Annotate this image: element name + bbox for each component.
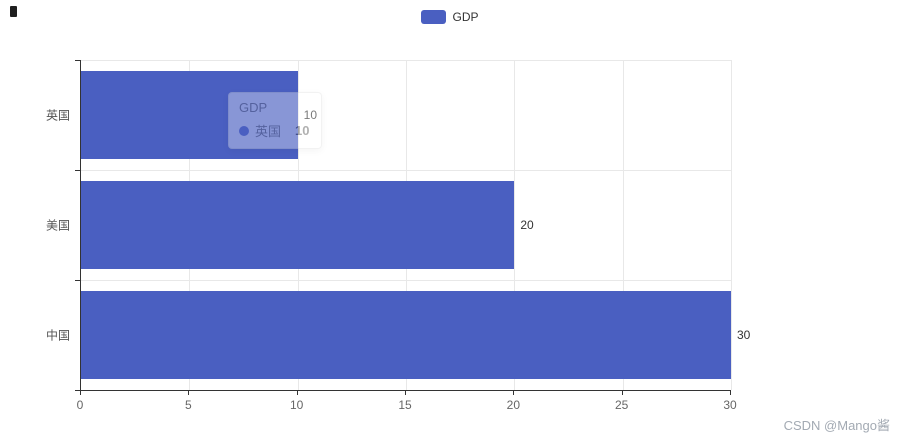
x-axis-label-25: 25 [614,398,629,412]
x-axis-tick-5 [188,390,190,395]
x-axis-label-0: 0 [76,398,84,412]
corner-artifact-glyph [10,6,17,17]
x-axis-tick-30 [730,390,731,395]
bar-value-label-中国: 30 [737,328,751,342]
watermark: CSDN @Mango酱 [783,418,890,433]
legend-label-gdp[interactable]: GDP [452,10,479,24]
bar-value-label-美国: 20 [520,218,534,232]
x-axis-tick-20 [513,390,515,395]
x-axis-label-10: 10 [289,398,304,412]
bar-英国[interactable] [81,71,298,159]
x-axis-label-15: 15 [398,398,412,412]
gridline-x-25 [622,60,624,390]
y-category-label-中国: 中国 [45,328,70,343]
legend-swatch-gdp[interactable] [421,10,447,24]
x-axis-label-20: 20 [506,398,521,412]
plot-area: 10 20 30 [80,60,750,391]
y-axis-tick [75,170,80,171]
y-axis-tick [75,60,80,61]
legend[interactable]: GDP [0,10,900,24]
x-axis-label-5: 5 [184,398,192,412]
y-axis-tick [75,390,80,391]
y-category-label-美国: 美国 [45,218,70,233]
gridline-x-20 [514,60,516,390]
y-category-label-英国: 英国 [45,108,70,123]
bar-中国[interactable] [81,291,731,379]
gridline-x-30 [731,60,732,390]
y-axis-tick [75,280,80,281]
x-axis-label-30: 30 [723,398,737,412]
bar-value-label-英国: 10 [303,108,318,122]
x-axis-tick-10 [296,390,298,395]
x-axis-tick-25 [621,390,623,395]
x-axis-tick-0 [80,390,81,395]
x-axis-tick-15 [405,390,406,395]
bar-美国[interactable] [81,181,515,269]
